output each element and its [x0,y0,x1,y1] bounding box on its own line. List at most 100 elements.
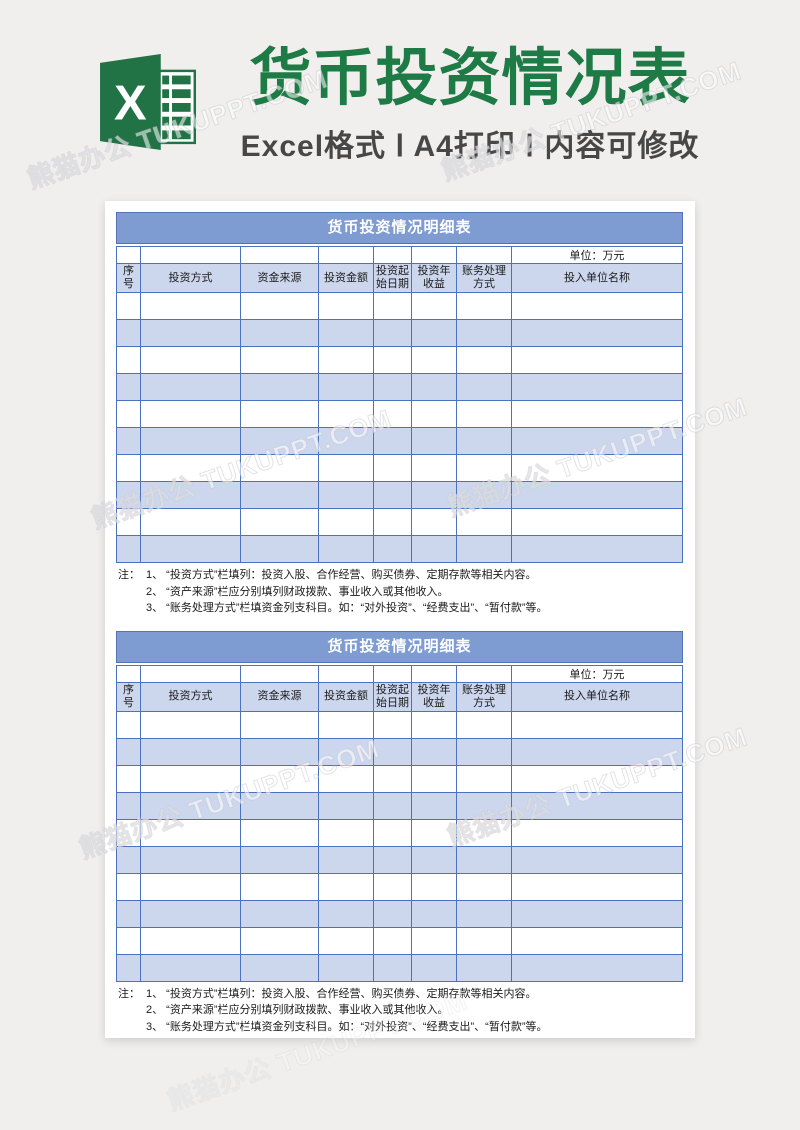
column-header: 投入单位名称 [511,263,683,293]
empty-cell [140,454,241,482]
empty-cell [318,427,374,455]
column-header: 投资起始日期 [373,263,412,293]
empty-cell [116,791,141,820]
column-header: 资金来源 [240,681,319,712]
note-line: 3、 “账务处理方式”栏填资金列支科目。如：“对外投资”、“经费支出”、“暂付款… [146,1020,548,1033]
empty-cell [240,845,319,874]
empty-data-row [116,535,683,563]
empty-cell [140,899,241,928]
empty-cell [456,872,512,901]
empty-cell [411,319,457,347]
empty-cell [318,791,374,820]
column-header: 序号 [116,681,141,712]
empty-cell [411,346,457,374]
empty-cell [411,664,457,683]
table-section-2: 货币投资情况明细表 单位：万元 序号 投资方式 资金来源 投资金额 [116,630,683,1036]
empty-cell [318,872,374,901]
notes-lines: 1、 “投资方式”栏填列：投资入股、合作经营、购买债券、定期存款等相关内容。 2… [146,567,547,617]
empty-cell [411,246,457,264]
empty-cell [140,292,241,320]
empty-cell [411,400,457,428]
empty-cell [373,899,412,928]
empty-cell [240,481,319,509]
document-page: 货币投资情况明细表 单位：万元 序号 投资方式 资金来源 投资金额 [105,201,695,1038]
empty-cell [318,818,374,847]
empty-cell [116,508,141,536]
empty-cell [373,953,412,982]
empty-cell [373,664,412,683]
empty-data-row [116,899,683,928]
empty-cell [373,373,412,401]
empty-cell [116,764,141,793]
empty-cell [318,953,374,982]
empty-cell [240,953,319,982]
empty-data-row [116,319,683,347]
table-title: 货币投资情况明细表 [116,630,683,663]
empty-cell [240,764,319,793]
empty-cell [116,481,141,509]
column-header-row: 序号 投资方式 资金来源 投资金额 投资起始日期 投资年收益 账务处理方式 投入… [116,263,683,293]
empty-cell [318,664,374,683]
note-line: 3、 “账务处理方式”栏填资金列支科目。如：“对外投资”、“经费支出”、“暂付款… [146,602,548,614]
empty-cell [411,454,457,482]
empty-cell [456,710,512,739]
empty-data-row [116,737,683,766]
empty-cell [511,764,683,793]
empty-cell [456,926,512,955]
empty-data-row [116,373,683,401]
column-header: 资金来源 [240,263,319,293]
empty-cell [240,737,319,766]
column-header: 账务处理方式 [456,263,512,293]
empty-cell [411,292,457,320]
empty-cell [411,508,457,536]
empty-data-row [116,872,683,901]
column-header: 投资年收益 [411,263,457,293]
column-header: 投资方式 [140,681,241,712]
empty-cell [511,535,683,563]
notes-lines: 1、 “投资方式”栏填列：投资入股、合作经营、购买债券、定期存款等相关内容。 2… [146,986,547,1036]
column-header: 序号 [116,263,141,293]
empty-cell [140,926,241,955]
excel-logo-icon: X [100,54,198,150]
empty-cell [318,346,374,374]
empty-cell [456,737,512,766]
empty-cell [373,346,412,374]
empty-cell [411,373,457,401]
empty-cell [116,319,141,347]
empty-cell [373,508,412,536]
empty-cell [456,319,512,347]
empty-cell [511,872,683,901]
note-line: 2、 “资产来源”栏应分别填列财政拨款、事业收入或其他收入。 [146,1004,449,1016]
empty-cell [318,319,374,347]
empty-cell [140,400,241,428]
empty-cell [318,737,374,766]
empty-data-row [116,953,683,982]
empty-cell [116,664,141,683]
empty-cell [240,818,319,847]
empty-cell [511,926,683,955]
empty-cell [140,508,241,536]
empty-cell [373,292,412,320]
investment-table: 单位：万元 序号 投资方式 资金来源 投资金额 投资起始日期 投资年收益 账务处… [116,664,683,982]
empty-cell [411,764,457,793]
empty-cell [511,953,683,982]
empty-cell [511,710,683,739]
notes-label: 注： [118,987,140,1000]
empty-cell [373,319,412,347]
empty-cell [511,373,683,401]
empty-cell [240,872,319,901]
investment-table: 单位：万元 序号 投资方式 资金来源 投资金额 投资起始日期 投资年收益 账务处… [116,246,683,563]
empty-cell [511,791,683,820]
empty-cell [411,845,457,874]
empty-cell [140,764,241,793]
empty-cell [318,292,374,320]
empty-cell [240,292,319,320]
empty-cell [116,373,141,401]
empty-cell [140,791,241,820]
empty-cell [140,535,241,563]
empty-cell [116,346,141,374]
empty-cell [140,481,241,509]
empty-cell [318,899,374,928]
empty-cell [456,791,512,820]
empty-cell [116,535,141,563]
